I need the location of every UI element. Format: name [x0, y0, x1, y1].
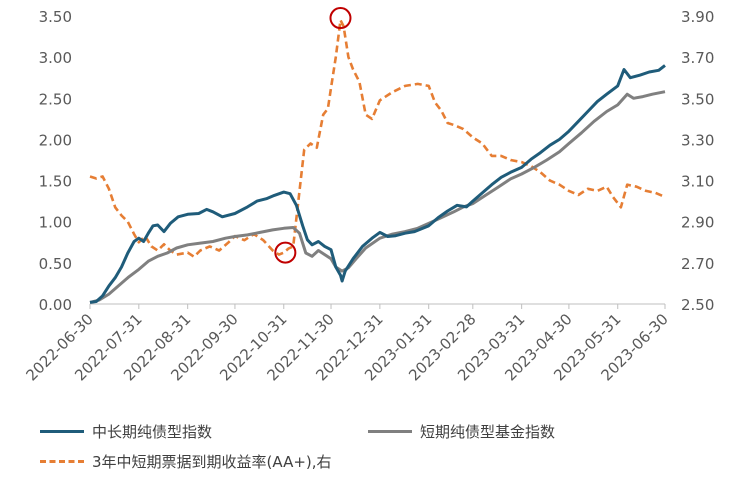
annotation-circle-2 — [329, 7, 352, 30]
legend-swatch-series-2 — [368, 430, 412, 433]
series-line-3 — [89, 18, 666, 258]
left-axis-tick-label: 0.50 — [39, 255, 72, 273]
left-axis-tick-label: 1.50 — [39, 173, 72, 191]
right-axis-tick-label: 2.70 — [681, 255, 714, 273]
right-axis-tick-label: 2.90 — [681, 214, 714, 232]
left-axis-tick-label: 3.00 — [39, 49, 72, 67]
left-axis-ticks: 0.00 0.50 1.00 1.50 2.00 2.50 3.00 3.50 — [39, 8, 72, 314]
legend-label-series-2: 短期纯债型基金指数 — [420, 423, 556, 441]
right-axis-tick-label: 3.30 — [681, 131, 714, 149]
series-line-1 — [89, 64, 666, 304]
series-line-2 — [89, 90, 666, 304]
right-axis-tick-label: 3.70 — [681, 49, 714, 67]
legend-swatch-series-1 — [40, 430, 84, 433]
left-axis-tick-label: 1.00 — [39, 214, 72, 232]
right-axis-tick-label: 3.10 — [681, 173, 714, 191]
left-axis-tick-label: 0.00 — [39, 296, 72, 314]
legend-label-series-1: 中长期纯债型指数 — [92, 423, 213, 441]
left-axis-tick-label: 3.50 — [39, 8, 72, 26]
legend-item-series-2: 短期纯债型基金指数 — [368, 421, 555, 442]
legend-item-series-1: 中长期纯债型指数 — [40, 421, 212, 442]
x-axis-ticks: 2022-06-302022-07-312022-08-312022-09-30… — [22, 304, 672, 384]
legend-swatch-series-3 — [40, 460, 84, 463]
annotation-circle-1 — [274, 241, 297, 264]
annotation-layer — [274, 7, 352, 264]
left-axis-tick-label: 2.00 — [39, 131, 72, 149]
legend-item-series-3: 3年中短期票据到期收益率(AA+),右 — [40, 451, 332, 472]
left-axis-tick-label: 2.50 — [39, 90, 72, 108]
right-axis-ticks: 2.50 2.70 2.90 3.10 3.30 3.50 3.70 3.90 — [681, 8, 714, 314]
right-axis-tick-label: 3.90 — [681, 8, 714, 26]
series-layer — [89, 18, 666, 304]
right-axis-tick-label: 3.50 — [681, 90, 714, 108]
legend-label-series-3: 3年中短期票据到期收益率(AA+),右 — [92, 453, 332, 471]
right-axis-tick-label: 2.50 — [681, 296, 714, 314]
